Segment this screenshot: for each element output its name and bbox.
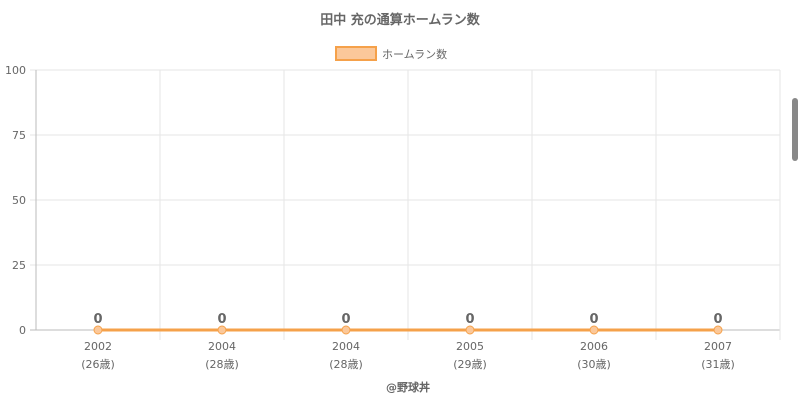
x-tick-label: 2007	[704, 340, 732, 353]
chart-title: 田中 充の通算ホームラン数	[320, 12, 480, 28]
legend-swatch[interactable]	[335, 46, 377, 61]
data-point[interactable]	[465, 325, 475, 335]
data-label: 0	[465, 312, 474, 327]
data-labels: 0 0 0 0 0 0	[93, 312, 722, 327]
data-label: 0	[589, 312, 598, 327]
x-axis: 2002 (26歳) 2004 (28歳) 2004 (28歳) 2005 (29歳) 2006…	[81, 340, 735, 371]
data-label: 0	[217, 312, 226, 327]
x-tick-sublabel: (30歳)	[577, 358, 611, 371]
x-tick-sublabel: (28歳)	[329, 358, 363, 371]
data-label: 0	[713, 312, 722, 327]
x-tick-sublabel: (29歳)	[453, 358, 487, 371]
data-label: 0	[93, 312, 102, 327]
x-tick-label: 2004	[208, 340, 236, 353]
x-tick-label: 2004	[332, 340, 360, 353]
x-tick-sublabel: (28歳)	[205, 358, 239, 371]
data-point[interactable]	[341, 325, 351, 335]
x-tick-label: 2006	[580, 340, 608, 353]
x-tick-sublabel: (26歳)	[81, 358, 115, 371]
data-point[interactable]	[713, 325, 723, 335]
grid	[30, 69, 781, 340]
y-tick-label: 0	[19, 324, 26, 337]
x-tick-sublabel: (31歳)	[701, 358, 735, 371]
x-tick-label: 2005	[456, 340, 484, 353]
data-point[interactable]	[589, 325, 599, 335]
legend-label[interactable]: ホームラン数	[382, 48, 447, 61]
y-tick-label: 25	[12, 259, 26, 272]
y-axis: 0 25 50 75 100	[5, 64, 26, 337]
data-label: 0	[341, 312, 350, 327]
y-tick-label: 100	[5, 64, 26, 77]
data-point[interactable]	[93, 325, 103, 335]
credit-text: @野球丼	[386, 380, 430, 394]
y-tick-label: 50	[12, 194, 26, 207]
data-point[interactable]	[217, 325, 227, 335]
series-homeruns	[93, 325, 723, 335]
y-tick-label: 75	[12, 129, 26, 142]
scrollbar-thumb[interactable]	[792, 98, 798, 161]
x-tick-label: 2002	[84, 340, 112, 353]
